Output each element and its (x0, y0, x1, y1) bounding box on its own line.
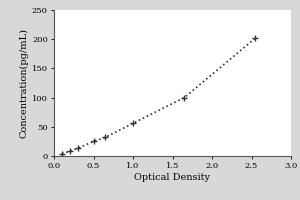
Y-axis label: Concentration(pg/mL): Concentration(pg/mL) (20, 28, 29, 138)
X-axis label: Optical Density: Optical Density (134, 173, 211, 182)
